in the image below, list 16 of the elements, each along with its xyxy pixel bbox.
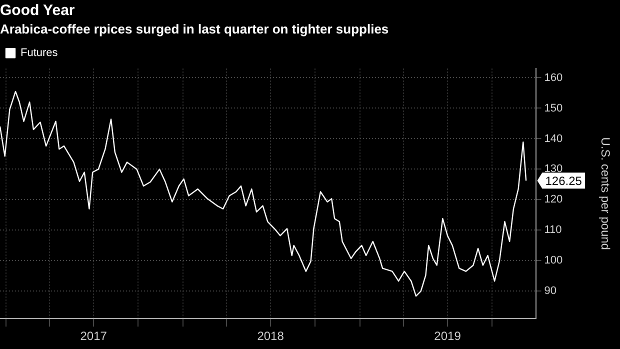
y-tick-label: 100 xyxy=(544,254,563,267)
y-tick-label: 120 xyxy=(544,194,563,206)
y-tick-label: 160 xyxy=(544,72,563,84)
annotation: 126.25 xyxy=(545,174,582,188)
y-tick-label: 90 xyxy=(544,285,556,298)
x-tick-label: 2017 xyxy=(80,329,108,344)
y-tick-label: 140 xyxy=(544,132,563,145)
y-axis-title: U.S. cents per pound xyxy=(598,137,612,250)
y-tick-label: 130 xyxy=(544,163,563,176)
x-tick-label: 2019 xyxy=(434,329,462,344)
x-tick-label: 2018 xyxy=(257,329,284,344)
chart-subtitle: Arabica-coffee rpices surged in last quarter on tighter supplies xyxy=(0,21,389,36)
y-tick-label: 150 xyxy=(544,102,563,114)
y-tick-label: 110 xyxy=(544,224,562,236)
chart-title: Good Year xyxy=(0,2,75,20)
legend-label: Futures xyxy=(20,47,58,60)
